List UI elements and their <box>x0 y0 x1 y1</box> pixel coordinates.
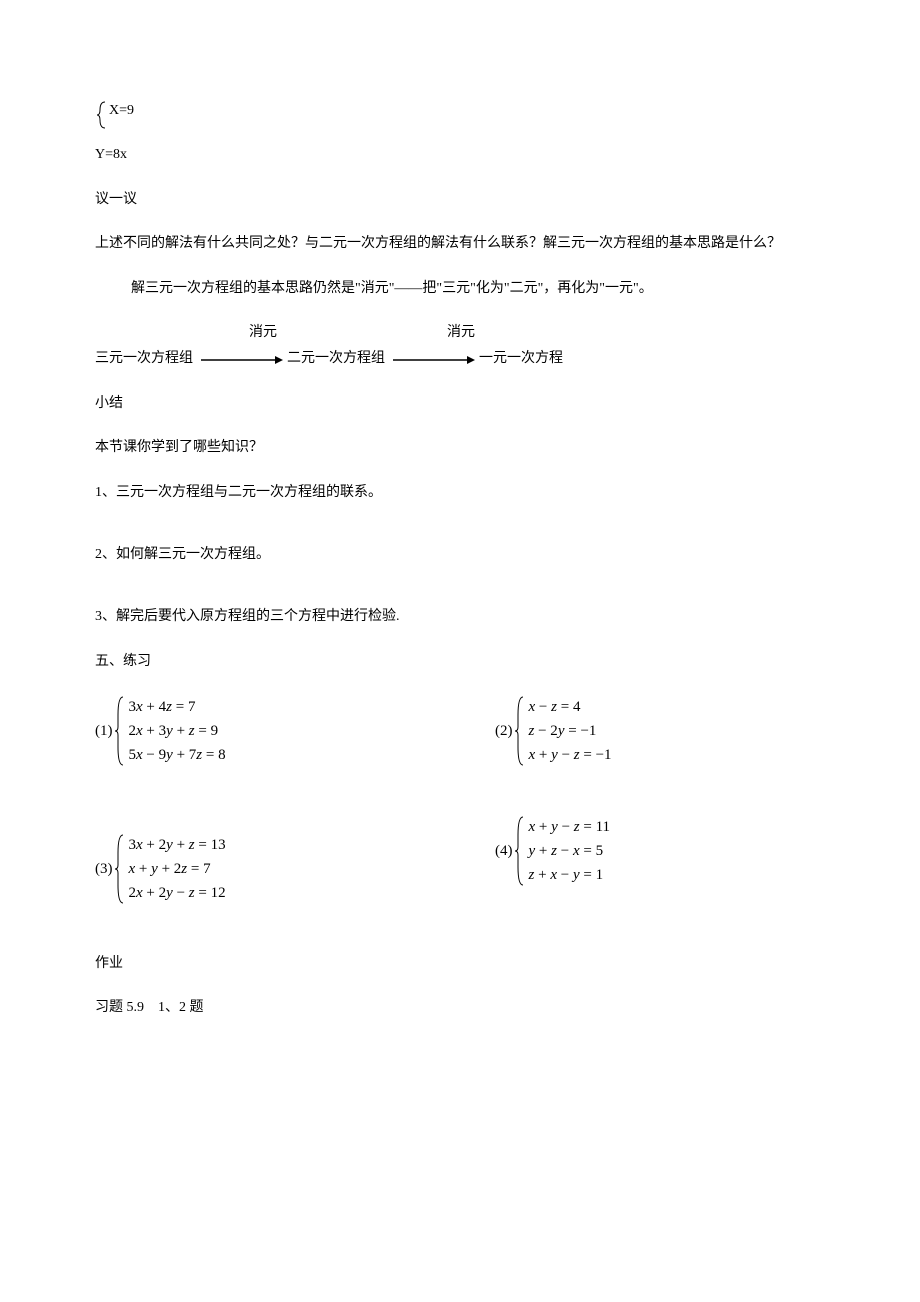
eq-text: 3x + 4z = 7 <box>129 695 226 719</box>
flow-node-3: 一元一次方程 <box>479 348 563 370</box>
eq-text: x + y − z = −1 <box>529 743 612 767</box>
eq-text: 3x + 2y + z = 13 <box>129 833 226 857</box>
practice-num-1: (1) <box>95 719 113 743</box>
eq-text: z + x − y = 1 <box>529 863 611 887</box>
practice-num-2: (2) <box>495 719 513 743</box>
eq-text: x + y − z = 11 <box>529 815 611 839</box>
flow-diagram: 三元一次方程组 二元一次方程组 一元一次方程 <box>95 348 825 370</box>
practice-row-1: (1) 3x + 4z = 7 2x + 3y + z = 9 5x − 9y … <box>95 695 825 767</box>
eq-text: z − 2y = −1 <box>529 719 612 743</box>
practice-num-3: (3) <box>95 857 113 881</box>
summary-title: 小结 <box>95 393 825 415</box>
practice-num-4: (4) <box>495 839 513 863</box>
brace-icon <box>95 100 107 130</box>
eq-text: x + y + 2z = 7 <box>129 857 226 881</box>
summary-point-1: 1、三元一次方程组与二元一次方程组的联系。 <box>95 482 825 504</box>
practice-item-3: (3) 3x + 2y + z = 13 x + y + 2z = 7 2x +… <box>95 833 495 905</box>
discussion-answer: 解三元一次方程组的基本思路仍然是"消元"——把"三元"化为"二元"，再化为"一元… <box>95 278 825 300</box>
brace-icon <box>115 833 125 905</box>
flow-label-1: 消元 <box>249 322 447 344</box>
flow-labels: 消元 消元 <box>95 322 825 344</box>
summary-point-3: 3、解完后要代入原方程组的三个方程中进行检验. <box>95 606 825 628</box>
practice-title: 五、练习 <box>95 651 825 673</box>
eq-x-text: X=9 <box>109 103 134 118</box>
practice-item-1: (1) 3x + 4z = 7 2x + 3y + z = 9 5x − 9y … <box>95 695 495 767</box>
discussion-question: 上述不同的解法有什么共同之处？与二元一次方程组的解法有什么联系？解三元一次方程组… <box>95 233 825 255</box>
practice-item-2: (2) x − z = 4 z − 2y = −1 x + y − z = −1 <box>495 695 825 767</box>
eq-text: x − z = 4 <box>529 695 612 719</box>
arrow-icon <box>385 351 479 369</box>
eq-y-text: Y=8x <box>95 147 127 162</box>
opening-equation: X=9 <box>95 100 825 122</box>
eq-text: 5x − 9y + 7z = 8 <box>129 743 226 767</box>
eq-text: 2x + 2y − z = 12 <box>129 881 226 905</box>
flow-node-2: 二元一次方程组 <box>287 348 385 370</box>
summary-question: 本节课你学到了哪些知识？ <box>95 437 825 459</box>
practice-item-4: (4) x + y − z = 11 y + z − x = 5 z + x −… <box>495 815 825 887</box>
practice-row-2: (3) 3x + 2y + z = 13 x + y + 2z = 7 2x +… <box>95 815 825 905</box>
homework-title: 作业 <box>95 953 825 975</box>
arrow-icon <box>193 351 287 369</box>
discussion-title: 议一议 <box>95 189 825 211</box>
eq-text: y + z − x = 5 <box>529 839 611 863</box>
flow-node-1: 三元一次方程组 <box>95 348 193 370</box>
eq-y-line: Y=8x <box>95 144 825 166</box>
eq-text: 2x + 3y + z = 9 <box>129 719 226 743</box>
homework-content: 习题 5.9 1、2 题 <box>95 997 825 1019</box>
brace-icon <box>515 815 525 887</box>
summary-point-2: 2、如何解三元一次方程组。 <box>95 544 825 566</box>
brace-icon <box>515 695 525 767</box>
brace-icon <box>115 695 125 767</box>
flow-label-2: 消元 <box>447 322 475 344</box>
